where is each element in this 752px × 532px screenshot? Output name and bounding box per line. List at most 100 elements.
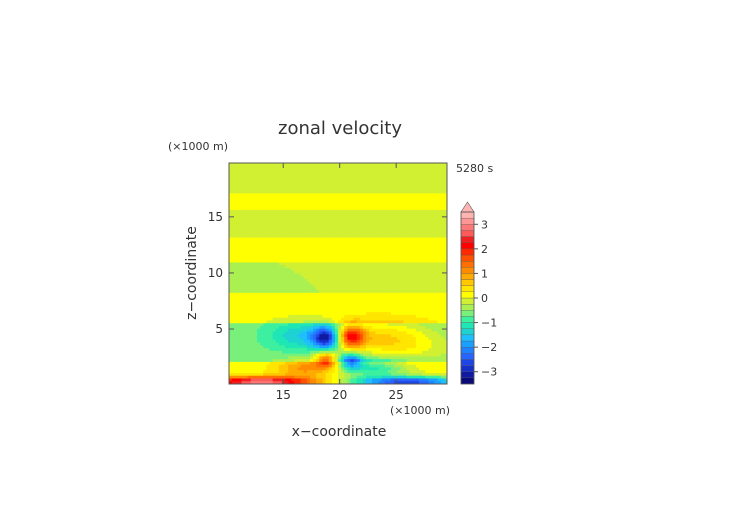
heatmap-cell: [319, 190, 323, 194]
heatmap-cell: [247, 204, 252, 208]
heatmap-cell: [244, 207, 249, 211]
heatmap-cell: [275, 212, 280, 216]
heatmap-cell: [306, 209, 311, 214]
heatmap-cell: [425, 314, 429, 319]
heatmap-cell: [400, 320, 404, 324]
heatmap-cell: [275, 201, 280, 205]
heatmap-cell: [409, 259, 414, 263]
heatmap-cell: [375, 345, 379, 349]
heatmap-cell: [443, 212, 448, 216]
heatmap-cell: [400, 163, 404, 167]
heatmap-cell: [359, 350, 364, 355]
heatmap-cell: [291, 309, 295, 313]
heatmap-cell: [415, 193, 420, 197]
heatmap-cell: [400, 301, 404, 305]
heatmap-cell: [362, 273, 367, 277]
heatmap-cell: [384, 245, 389, 250]
heatmap-cell: [431, 179, 435, 183]
heatmap-cell: [275, 179, 280, 183]
heatmap-cell: [422, 298, 426, 302]
heatmap-cell: [356, 292, 361, 296]
heatmap-cell: [378, 287, 382, 291]
heatmap-cell: [347, 265, 351, 269]
heatmap-cell: [266, 339, 270, 343]
heatmap-cell: [285, 165, 289, 169]
heatmap-cell: [425, 248, 429, 252]
heatmap-cell: [400, 229, 404, 233]
heatmap-cell: [229, 229, 233, 233]
heatmap-cell: [260, 163, 264, 167]
heatmap-cell: [331, 229, 336, 233]
heatmap-cell: [272, 325, 277, 330]
heatmap-cell: [325, 325, 330, 330]
heatmap-cell: [253, 292, 258, 296]
heatmap-cell: [257, 290, 261, 294]
heatmap-cell: [285, 226, 289, 230]
heatmap-cell: [384, 306, 389, 310]
heatmap-cell: [285, 337, 289, 341]
heatmap-cell: [297, 223, 302, 227]
heatmap-cell: [347, 245, 351, 250]
heatmap-cell: [263, 284, 267, 288]
heatmap-cell: [362, 309, 367, 313]
heatmap-cell: [334, 179, 339, 183]
heatmap-cell: [235, 251, 239, 255]
heatmap-cell: [229, 226, 233, 230]
heatmap-cell: [272, 301, 277, 305]
heatmap-cell: [288, 187, 292, 192]
heatmap-cell: [362, 198, 367, 203]
heatmap-cell: [244, 306, 249, 310]
heatmap-cell: [322, 223, 326, 227]
heatmap-cell: [291, 292, 295, 296]
heatmap-cell: [350, 276, 354, 280]
heatmap-cell: [356, 254, 361, 258]
heatmap-cell: [278, 190, 283, 194]
heatmap-cell: [390, 237, 395, 241]
heatmap-cell: [415, 179, 420, 183]
heatmap-cell: [253, 168, 258, 172]
heatmap-cell: [281, 298, 286, 302]
heatmap-cell: [434, 171, 439, 175]
heatmap-cell: [297, 353, 302, 357]
heatmap-cell: [334, 323, 339, 327]
heatmap-cell: [294, 215, 298, 219]
heatmap-cell: [334, 259, 339, 263]
heatmap-cell: [269, 234, 273, 238]
heatmap-cell: [241, 348, 245, 352]
heatmap-cell: [263, 356, 267, 360]
heatmap-cell: [257, 174, 261, 178]
heatmap-cell: [400, 287, 404, 291]
heatmap-cell: [247, 251, 252, 255]
heatmap-cell: [431, 163, 435, 167]
heatmap-cell: [263, 163, 267, 167]
heatmap-cell: [375, 165, 379, 169]
heatmap-cell: [375, 348, 379, 352]
heatmap-cell: [229, 328, 233, 332]
heatmap-cell: [390, 353, 395, 357]
heatmap-cell: [400, 265, 404, 269]
heatmap-cell: [437, 165, 442, 169]
heatmap-cell: [372, 273, 376, 277]
heatmap-cell: [362, 234, 367, 238]
heatmap-cell: [366, 256, 370, 261]
heatmap-cell: [294, 309, 298, 313]
heatmap-cell: [272, 287, 277, 291]
heatmap-cell: [372, 163, 376, 167]
heatmap-cell: [319, 234, 323, 238]
heatmap-cell: [378, 201, 382, 205]
heatmap-cell: [281, 356, 286, 360]
heatmap-cell: [359, 312, 364, 316]
heatmap-cell: [285, 295, 289, 299]
heatmap-cell: [412, 287, 417, 291]
heatmap-cell: [400, 256, 404, 261]
heatmap-cell: [359, 325, 364, 330]
heatmap-cell: [325, 251, 330, 255]
heatmap-cell: [431, 185, 435, 189]
heatmap-cell: [434, 168, 439, 172]
heatmap-cell: [278, 317, 283, 321]
heatmap-cell: [344, 314, 348, 319]
heatmap-cell: [384, 185, 389, 189]
heatmap-cell: [366, 309, 370, 313]
heatmap-cell: [313, 248, 317, 252]
heatmap-cell: [422, 281, 426, 285]
